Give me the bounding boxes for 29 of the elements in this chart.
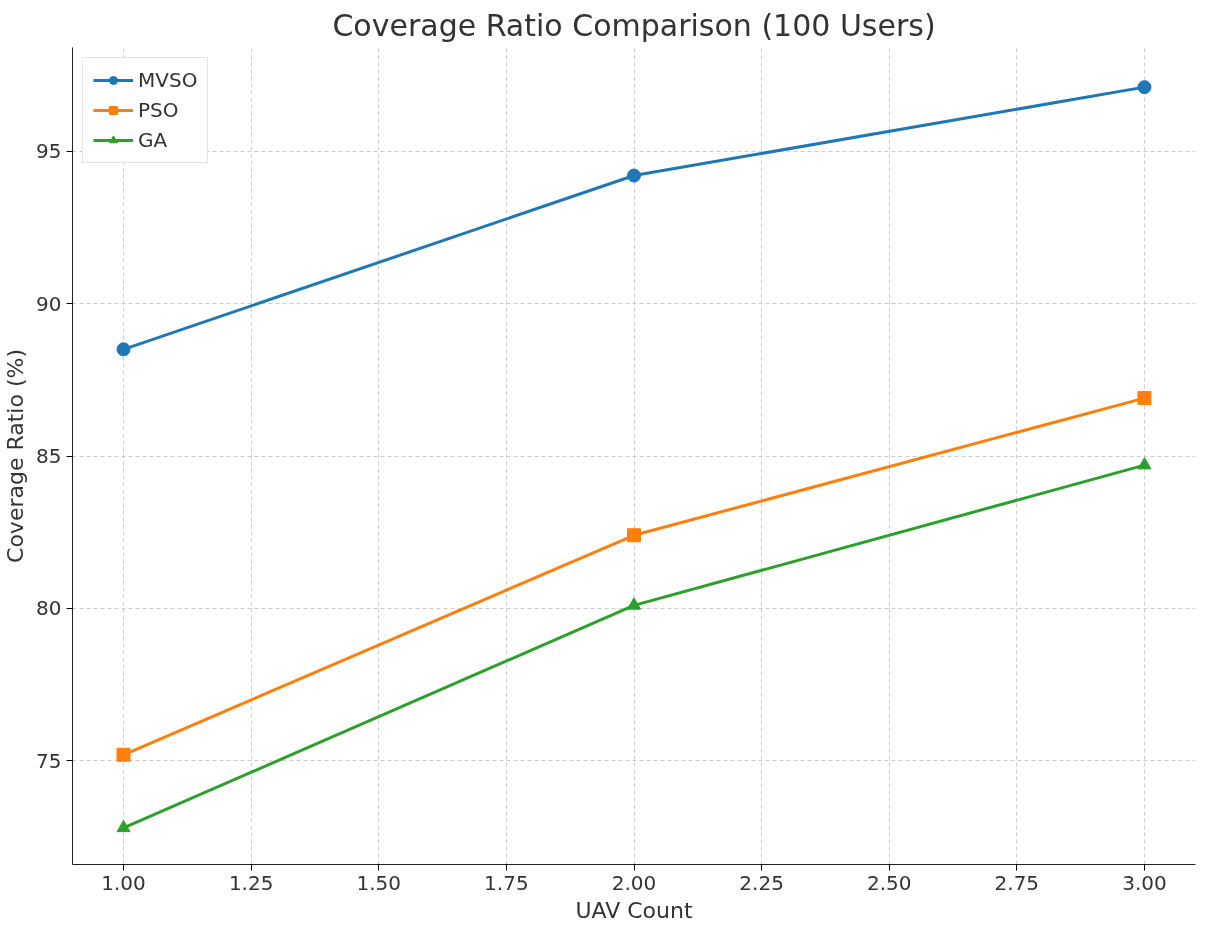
point (627, 168, 641, 183)
x-tick-label: 2.75 (994, 870, 1040, 895)
x-axis-title: UAV Count (575, 897, 693, 923)
y-axis-title: Coverage Ratio (%) (3, 349, 29, 563)
point (116, 819, 131, 833)
y-tick-label: 75 (36, 748, 62, 773)
point (1137, 391, 1152, 406)
x-tick-label: 2.00 (611, 870, 657, 895)
x-tick-label: 1.00 (101, 870, 146, 895)
legend-label: MVSO (138, 68, 198, 92)
y-tick-label: 85 (36, 444, 62, 468)
y-tick-label: 95 (36, 139, 62, 164)
x-tick-label: 1.50 (356, 870, 402, 895)
x-tick-label: 2.50 (866, 870, 912, 895)
x-tick-label: 1.75 (484, 870, 529, 895)
x-tick-label: 3.00 (1122, 870, 1167, 895)
x-tick-label: 2.25 (739, 870, 784, 895)
legend-label: GA (138, 128, 168, 152)
point (627, 528, 641, 543)
point (116, 747, 131, 762)
y-tick-label: 80 (36, 596, 62, 621)
x-tick-label: 1.25 (228, 870, 274, 895)
y-tick-label: 90 (36, 291, 62, 316)
point (116, 342, 131, 357)
legend-label: PSO (138, 98, 179, 122)
point (1137, 457, 1152, 470)
chart-title: Coverage Ratio Comparison (100 Users) (332, 7, 936, 43)
point (627, 597, 641, 610)
point (1137, 80, 1152, 95)
